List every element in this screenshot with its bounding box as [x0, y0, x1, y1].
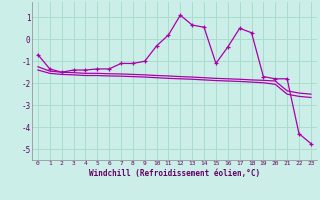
X-axis label: Windchill (Refroidissement éolien,°C): Windchill (Refroidissement éolien,°C) — [89, 169, 260, 178]
